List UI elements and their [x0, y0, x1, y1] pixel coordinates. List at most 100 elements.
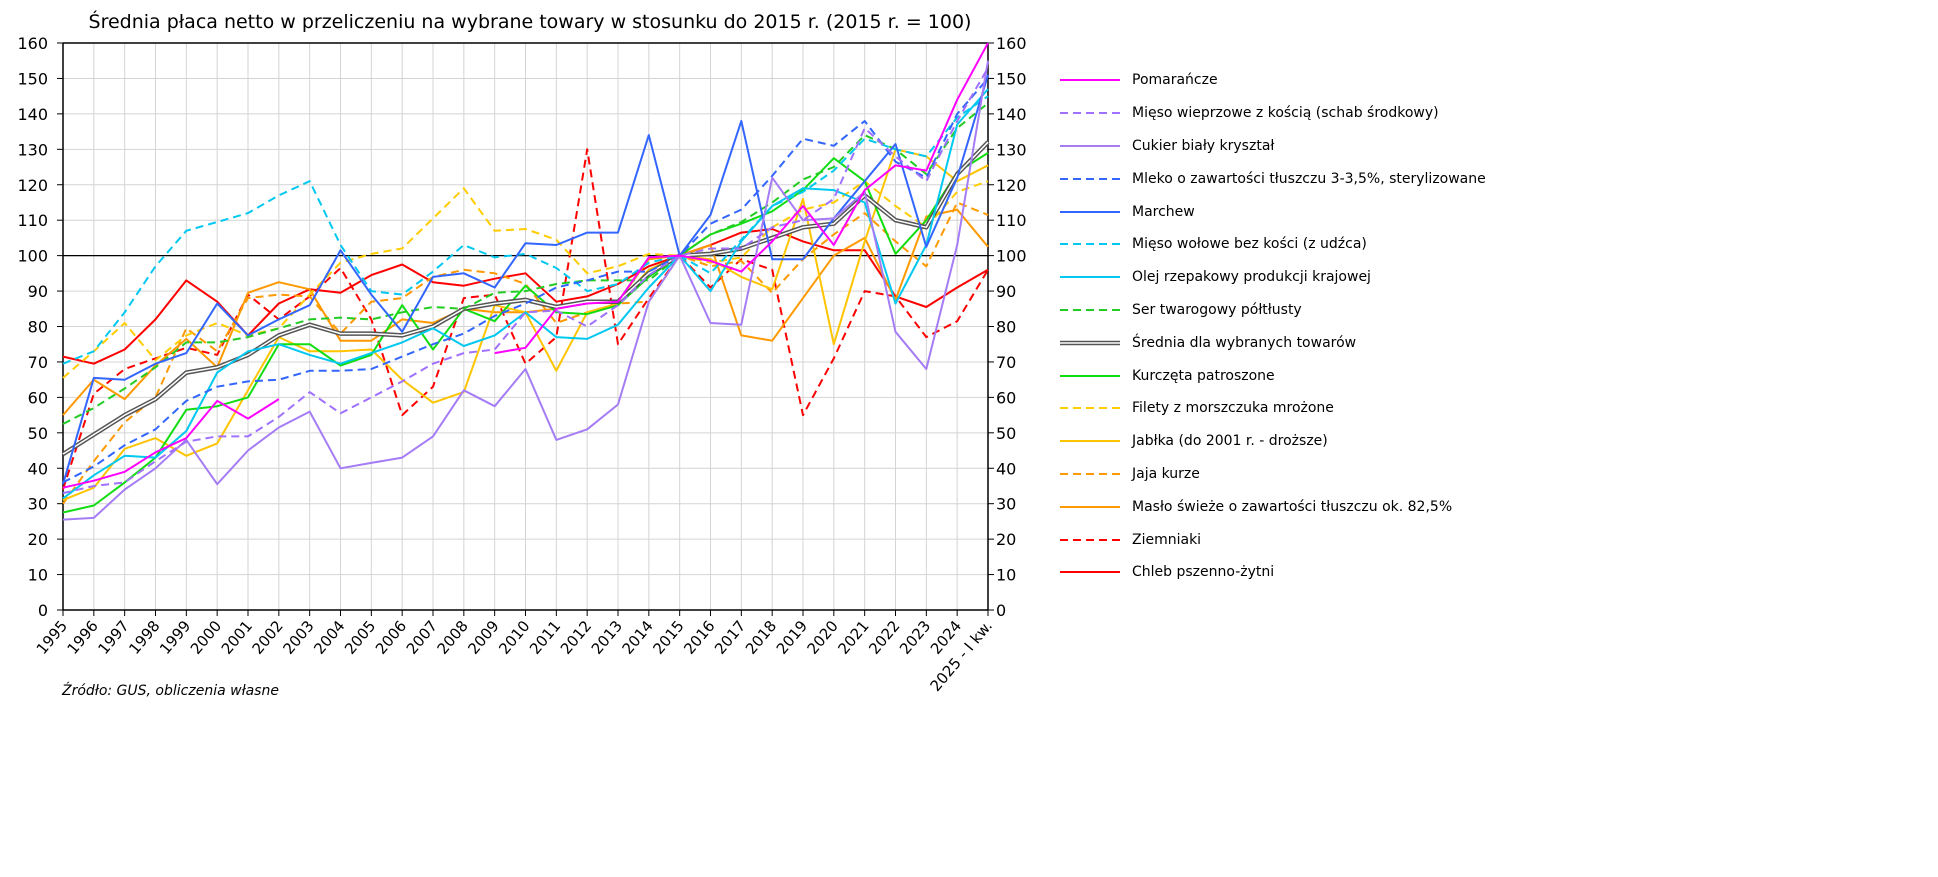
legend-swatch	[1060, 243, 1120, 246]
y-tick-label-right: 150	[996, 69, 1027, 88]
x-tick-label: 2019	[773, 617, 811, 658]
y-tick-label-left: 120	[17, 176, 48, 195]
y-tick-label-left: 0	[38, 601, 48, 620]
y-tick-label-right: 120	[996, 176, 1027, 195]
series-line	[62, 60, 989, 521]
y-tick-label-right: 30	[996, 495, 1016, 514]
x-tick-label: 1995	[33, 617, 71, 658]
y-tick-label-left: 80	[28, 318, 48, 337]
series-line	[62, 95, 989, 365]
x-tick-label: 2003	[279, 617, 317, 658]
y-tick-label-left: 150	[17, 69, 48, 88]
legend-swatch	[1060, 276, 1120, 279]
x-tick-label: 2015	[649, 617, 687, 658]
x-tick-label: 1998	[125, 617, 163, 658]
legend-item: Cukier biały kryształ	[1060, 130, 1486, 163]
legend-item: Ziemniaki	[1060, 523, 1486, 556]
legend-item: Mleko o zawartości tłuszczu 3-3,5%, ster…	[1060, 162, 1486, 195]
x-tick-label: 2013	[588, 617, 626, 658]
y-tick-label-right: 70	[996, 353, 1016, 372]
legend-item: Średnia dla wybranych towarów	[1060, 326, 1486, 359]
series-line	[62, 228, 989, 365]
x-tick-label: 2009	[464, 617, 502, 658]
series-line	[62, 148, 989, 490]
x-tick-label: 2000	[187, 617, 225, 658]
legend-item: Masło świeże o zawartości tłuszczu ok. 8…	[1060, 490, 1486, 523]
y-tick-label-right: 130	[996, 140, 1027, 159]
y-tick-label-right: 80	[996, 318, 1016, 337]
x-tick-label: 2007	[403, 617, 441, 658]
legend-swatch	[1060, 308, 1120, 311]
y-tick-label-left: 50	[28, 424, 48, 443]
y-tick-label-right: 20	[996, 530, 1016, 549]
legend-item: Mięso wieprzowe z kością (schab środkowy…	[1060, 97, 1486, 130]
legend-item: Chleb pszenno-żytni	[1060, 556, 1486, 589]
legend-label: Jabłka (do 2001 r. - droższe)	[1132, 433, 1328, 450]
legend-swatch	[1060, 177, 1120, 180]
y-tick-label-left: 60	[28, 388, 48, 407]
x-tick-label: 2014	[619, 617, 657, 658]
x-tick-label: 2017	[711, 617, 749, 658]
y-tick-label-left: 100	[17, 247, 48, 266]
legend-label: Mleko o zawartości tłuszczu 3-3,5%, ster…	[1132, 170, 1486, 187]
series-line	[62, 201, 989, 505]
legend-swatch	[1060, 340, 1120, 346]
x-tick-label: 2021	[834, 617, 872, 658]
x-tick-label: 2002	[249, 617, 287, 658]
y-tick-label-right: 50	[996, 424, 1016, 443]
legend-swatch	[1060, 79, 1120, 82]
legend-swatch	[1060, 538, 1120, 541]
y-tick-label-left: 160	[17, 34, 48, 53]
legend-swatch	[1060, 374, 1120, 377]
legend-swatch	[1060, 144, 1120, 147]
y-tick-label-left: 10	[28, 566, 48, 585]
legend-swatch	[1060, 472, 1120, 475]
series-line	[62, 77, 989, 484]
y-tick-label-left: 30	[28, 495, 48, 514]
legend-label: Ser twarogowy półtłusty	[1132, 301, 1302, 318]
legend-label: Ziemniaki	[1132, 531, 1202, 548]
legend-item: Jaja kurze	[1060, 458, 1486, 491]
y-tick-label-right: 160	[996, 34, 1027, 53]
series-line	[62, 102, 989, 425]
legend-label: Marchew	[1132, 203, 1195, 220]
legend-label: Cukier biały kryształ	[1132, 137, 1275, 154]
x-tick-label: 2006	[372, 617, 410, 658]
series-line	[62, 152, 989, 514]
series-line	[62, 180, 989, 379]
legend-item: Marchew	[1060, 195, 1486, 228]
legend-label: Olej rzepakowy produkcji krajowej	[1132, 269, 1371, 286]
legend-label: Masło świeże o zawartości tłuszczu ok. 8…	[1132, 498, 1453, 515]
x-tick-label: 2001	[218, 617, 256, 658]
y-tick-label-left: 20	[28, 530, 48, 549]
legend-item: Filety z morszczuka mrożone	[1060, 392, 1486, 425]
legend-swatch	[1060, 505, 1120, 508]
legend-label: Filety z morszczuka mrożone	[1132, 400, 1334, 417]
y-tick-label-left: 90	[28, 282, 48, 301]
chart-title: Średnia płaca netto w przeliczeniu na wy…	[89, 9, 972, 33]
legend-item: Mięso wołowe bez kości (z udźca)	[1060, 228, 1486, 261]
y-tick-label-right: 10	[996, 566, 1016, 585]
y-tick-label-left: 70	[28, 353, 48, 372]
x-tick-label: 2020	[804, 617, 842, 658]
y-tick-label-left: 110	[17, 211, 48, 230]
x-tick-label: 2022	[865, 617, 903, 658]
y-tick-label-right: 90	[996, 282, 1016, 301]
y-tick-label-right: 40	[996, 459, 1016, 478]
series-group	[61, 42, 990, 521]
x-tick-label: 2023	[896, 617, 934, 658]
legend: Pomarańcze Mięso wieprzowe z kością (sch…	[1060, 64, 1486, 589]
x-tick-label: 2004	[310, 617, 348, 658]
y-tick-label-right: 60	[996, 388, 1016, 407]
y-tick-label-right: 100	[996, 247, 1027, 266]
legend-item: Olej rzepakowy produkcji krajowej	[1060, 261, 1486, 294]
legend-label: Pomarańcze	[1132, 72, 1218, 89]
legend-item: Ser twarogowy półtłusty	[1060, 294, 1486, 327]
legend-label: Kurczęta patroszone	[1132, 367, 1275, 384]
source-note: Źródło: GUS, obliczenia własne	[62, 683, 279, 699]
x-tick-label: 1999	[156, 617, 194, 658]
series-line	[62, 88, 989, 500]
x-tick-label: 2012	[557, 617, 595, 658]
x-tick-label: 2008	[434, 617, 472, 658]
